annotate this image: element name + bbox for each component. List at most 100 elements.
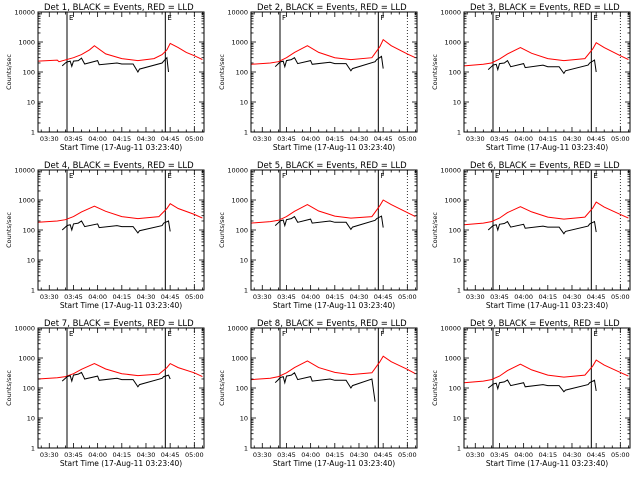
x-tick-label: 04:45 (161, 451, 180, 459)
plot-frame (250, 169, 418, 291)
mode-marker: E (69, 172, 73, 180)
x-tick-label: 05:00 (185, 451, 204, 459)
x-tick-label: 04:00 (514, 293, 533, 301)
x-tick-label: 05:00 (398, 135, 417, 143)
panel-title: Det 4, BLACK = Events, RED = LLD (44, 161, 194, 171)
events-series-line (487, 220, 597, 235)
events-series-line (487, 59, 597, 75)
panel-title: Det 6, BLACK = Events, RED = LLD (470, 161, 620, 171)
x-tick-label: 04:15 (112, 135, 131, 143)
x-tick-label: 04:00 (301, 293, 320, 301)
y-tick-label: 1 (457, 445, 461, 453)
x-tick-label: 04:30 (350, 135, 369, 143)
mode-marker: E (495, 14, 499, 22)
mode-marker: F (282, 172, 286, 180)
x-tick-label: 04:30 (350, 293, 369, 301)
panel-title: Det 5, BLACK = Events, RED = LLD (257, 161, 407, 171)
y-tick-label: 1 (31, 129, 35, 137)
x-tick-label: 03:30 (40, 293, 59, 301)
mode-marker: E (167, 14, 171, 22)
x-tick-label: 03:30 (253, 451, 272, 459)
y-axis-label: Counts/sec (5, 54, 13, 90)
mode-marker: E (593, 172, 597, 180)
y-tick-label: 10000 (227, 167, 248, 175)
lld-series-line (463, 359, 629, 384)
y-axis-label: Counts/sec (218, 212, 226, 248)
y-tick-label: 1000 (231, 39, 248, 47)
x-axis-label: Start Time (17-Aug-11 03:23:40) (486, 459, 608, 468)
x-tick-label: 03:30 (40, 135, 59, 143)
x-axis-label: Start Time (17-Aug-11 03:23:40) (60, 301, 182, 310)
y-tick-label: 1 (31, 287, 35, 295)
x-tick-label: 03:45 (490, 293, 509, 301)
plot-frame (37, 327, 205, 449)
x-tick-label: 05:00 (398, 293, 417, 301)
y-tick-label: 10 (27, 99, 35, 107)
x-tick-label: 05:00 (185, 293, 204, 301)
panel-title: Det 1, BLACK = Events, RED = LLD (44, 3, 194, 13)
x-tick-label: 04:15 (112, 451, 131, 459)
x-tick-label: 04:30 (563, 135, 582, 143)
y-tick-label: 1000 (444, 39, 461, 47)
x-tick-label: 04:15 (112, 293, 131, 301)
x-axis-label: Start Time (17-Aug-11 03:23:40) (486, 301, 608, 310)
x-axis-label: Start Time (17-Aug-11 03:23:40) (273, 143, 395, 152)
y-axis-label: Counts/sec (431, 212, 439, 248)
x-tick-label: 04:45 (374, 293, 393, 301)
x-tick-label: 04:00 (88, 451, 107, 459)
mode-marker: E (69, 330, 73, 338)
y-tick-label: 100 (23, 227, 35, 235)
events-series-line (274, 55, 384, 72)
mode-marker: F (380, 330, 384, 338)
y-tick-label: 100 (236, 385, 248, 393)
y-tick-label: 10000 (440, 325, 461, 333)
x-tick-label: 03:30 (253, 293, 272, 301)
y-tick-label: 1000 (18, 197, 35, 205)
y-tick-label: 100 (449, 227, 461, 235)
x-tick-label: 04:15 (538, 293, 557, 301)
x-tick-label: 04:00 (301, 135, 320, 143)
x-tick-label: 03:45 (64, 451, 83, 459)
x-tick-label: 03:45 (490, 135, 509, 143)
lld-series-line (37, 42, 203, 63)
x-tick-label: 04:30 (350, 451, 369, 459)
lld-series-line (250, 355, 416, 381)
mode-marker: E (495, 330, 499, 338)
y-tick-label: 100 (236, 227, 248, 235)
y-tick-label: 10 (240, 257, 248, 265)
x-tick-label: 03:45 (64, 135, 83, 143)
x-tick-label: 03:45 (64, 293, 83, 301)
x-tick-label: 04:00 (301, 451, 320, 459)
x-tick-label: 05:00 (611, 451, 630, 459)
x-tick-label: 04:45 (161, 135, 180, 143)
panel-title: Det 2, BLACK = Events, RED = LLD (257, 3, 407, 13)
y-tick-label: 10000 (227, 325, 248, 333)
mode-marker: E (495, 172, 499, 180)
events-series-line (61, 371, 171, 388)
x-tick-label: 03:30 (466, 451, 485, 459)
x-tick-label: 04:00 (88, 293, 107, 301)
x-tick-label: 04:45 (587, 451, 606, 459)
x-tick-label: 03:30 (466, 293, 485, 301)
y-tick-label: 1 (244, 445, 248, 453)
y-axis-label: Counts/sec (218, 370, 226, 406)
x-tick-label: 04:30 (563, 451, 582, 459)
y-tick-label: 1 (457, 287, 461, 295)
x-axis-label: Start Time (17-Aug-11 03:23:40) (486, 143, 608, 152)
x-tick-label: 03:30 (40, 451, 59, 459)
y-axis-label: Counts/sec (431, 54, 439, 90)
lld-series-line (250, 199, 416, 224)
plot-frame (463, 11, 631, 133)
y-tick-label: 10000 (227, 9, 248, 17)
lld-series-line (250, 38, 416, 65)
x-tick-label: 04:30 (137, 293, 156, 301)
mode-marker: F (282, 14, 286, 22)
mode-marker: F (282, 330, 286, 338)
x-tick-label: 04:30 (137, 451, 156, 459)
plot-frame (250, 11, 418, 133)
lld-series-line (463, 201, 629, 226)
y-tick-label: 10 (453, 257, 461, 265)
y-tick-label: 1000 (18, 39, 35, 47)
